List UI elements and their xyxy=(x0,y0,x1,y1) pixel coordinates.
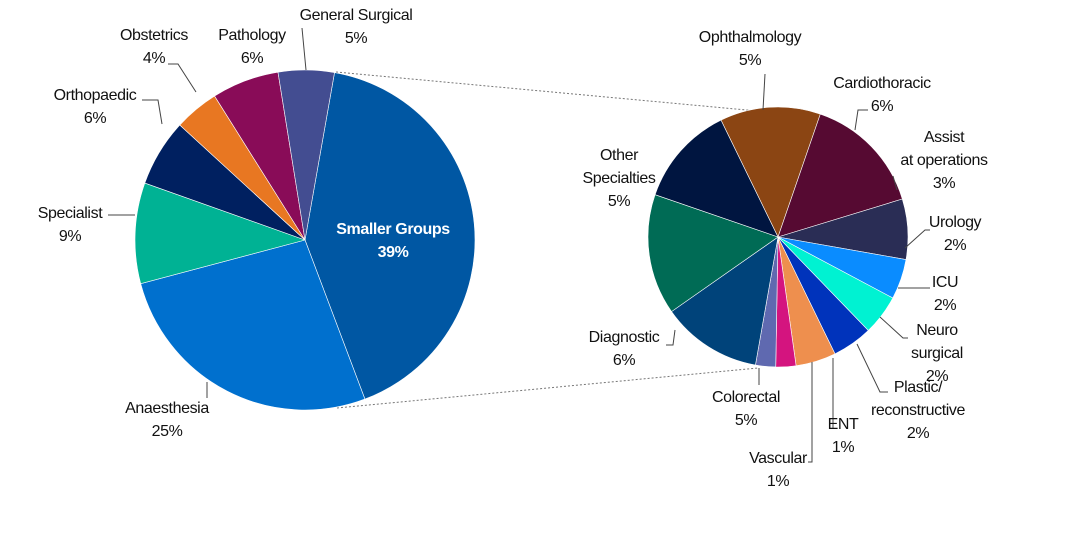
connector-line-top xyxy=(335,71,769,113)
leader-line-ophthalmology xyxy=(762,73,766,111)
slice-value: 25% xyxy=(151,423,183,440)
slice-value: 6% xyxy=(870,98,894,115)
data-label-cardiothoracic: Cardiothoracic 6% xyxy=(833,72,931,118)
leader-line-vascular xyxy=(808,362,813,463)
data-label-obstetrics: Obstetrics 4% xyxy=(120,24,188,70)
slice-value: 2% xyxy=(925,368,949,385)
slice-value: 5% xyxy=(738,52,762,69)
data-label-anaesthesia: Anaesthesia 25% xyxy=(125,397,209,443)
leader-line-cardiothoracic xyxy=(854,109,868,131)
slice-name: Neuro surgical xyxy=(911,322,963,362)
slice-value: 4% xyxy=(142,50,166,67)
connector-line-bottom xyxy=(336,367,759,409)
leader-line-orthopaedic xyxy=(142,99,163,125)
slice-value: 6% xyxy=(240,50,264,67)
data-label-icu: ICU 2% xyxy=(931,271,959,317)
data-label-diagnostic: Diagnostic 6% xyxy=(589,326,660,372)
data-label-other-specialties: Other Specialties 5% xyxy=(583,144,656,213)
leader-line-neuro-surgical xyxy=(879,316,908,339)
slice-value: 5% xyxy=(607,193,631,210)
leader-line-diagnostic xyxy=(666,329,676,346)
data-label-general-surgical: General Surgical 5% xyxy=(300,4,413,50)
slice-name: Assist at operations xyxy=(900,129,988,169)
pie-slice-smaller-groups xyxy=(304,72,476,400)
slice-value: 3% xyxy=(932,175,956,192)
slice-name: Urology xyxy=(928,214,982,231)
pie-slice-specialist xyxy=(134,182,307,285)
slice-value: 1% xyxy=(766,473,790,490)
slice-value: 2% xyxy=(906,425,930,442)
pie-slice-anaesthesia xyxy=(140,239,366,411)
slice-name: General Surgical xyxy=(299,7,413,24)
slice-name: ICU xyxy=(931,274,959,291)
data-label-smaller-groups: Smaller Groups 39% xyxy=(336,218,450,264)
slice-name: Anaesthesia xyxy=(125,400,209,417)
slice-name: ENT xyxy=(827,416,859,433)
slice-name: Smaller Groups xyxy=(336,221,450,238)
slice-name: Specialist xyxy=(37,205,103,222)
slice-name: Vascular xyxy=(749,450,807,467)
data-label-vascular: Vascular 1% xyxy=(749,447,807,493)
slice-name: Obstetrics xyxy=(119,27,189,44)
slice-value: 9% xyxy=(58,228,82,245)
leader-line-general-surgical xyxy=(301,27,307,71)
slice-name: Cardiothoracic xyxy=(833,75,931,92)
slice-name: Pathology xyxy=(218,27,286,44)
data-label-specialist: Specialist 9% xyxy=(37,202,103,248)
slice-value: 6% xyxy=(612,352,636,369)
data-label-ent: ENT 1% xyxy=(828,413,859,459)
leader-line-obstetrics xyxy=(168,63,197,93)
leader-line-urology xyxy=(904,229,930,249)
pie-slice-diagnostic xyxy=(647,194,779,312)
data-label-neuro-surgical: Neuro surgical 2% xyxy=(911,319,963,388)
pie-slice-colorectal xyxy=(671,236,779,366)
slice-value: 5% xyxy=(344,30,368,47)
slice-name: Orthopaedic xyxy=(53,87,137,104)
slice-value: 1% xyxy=(831,439,855,456)
pie-slice-ophthalmology xyxy=(720,106,821,238)
pie-slice-other-specialties xyxy=(654,119,779,238)
data-label-colorectal: Colorectal 5% xyxy=(712,386,780,432)
data-label-ophthalmology: Ophthalmology 5% xyxy=(698,26,802,72)
leader-line-assist-at-operations xyxy=(892,175,898,191)
data-label-plastic-reconstructive: Plastic/reconstructive 2% xyxy=(871,376,965,445)
data-label-urology: Urology 2% xyxy=(928,211,982,257)
pie-slice-cardiothoracic xyxy=(777,113,903,238)
data-label-orthopaedic: Orthopaedic 6% xyxy=(54,84,137,130)
slice-value: 39% xyxy=(377,244,409,261)
data-label-pathology: Pathology 6% xyxy=(218,24,286,70)
slice-value: 5% xyxy=(734,412,758,429)
slice-name: Colorectal xyxy=(711,389,781,406)
slice-value: 2% xyxy=(933,297,957,314)
slice-value: 2% xyxy=(943,237,967,254)
slice-name: Ophthalmology xyxy=(698,29,802,46)
data-label-assist-at-operations: Assist at operations 3% xyxy=(900,126,988,195)
slice-name: Plastic/reconstructive xyxy=(871,379,965,419)
pie-slice-general-surgical xyxy=(277,69,335,241)
leader-line-plastic-reconstructive xyxy=(856,343,888,393)
slice-value: 6% xyxy=(83,110,107,127)
slice-name: Diagnostic xyxy=(588,329,660,346)
slice-name: Other Specialties xyxy=(582,147,656,187)
